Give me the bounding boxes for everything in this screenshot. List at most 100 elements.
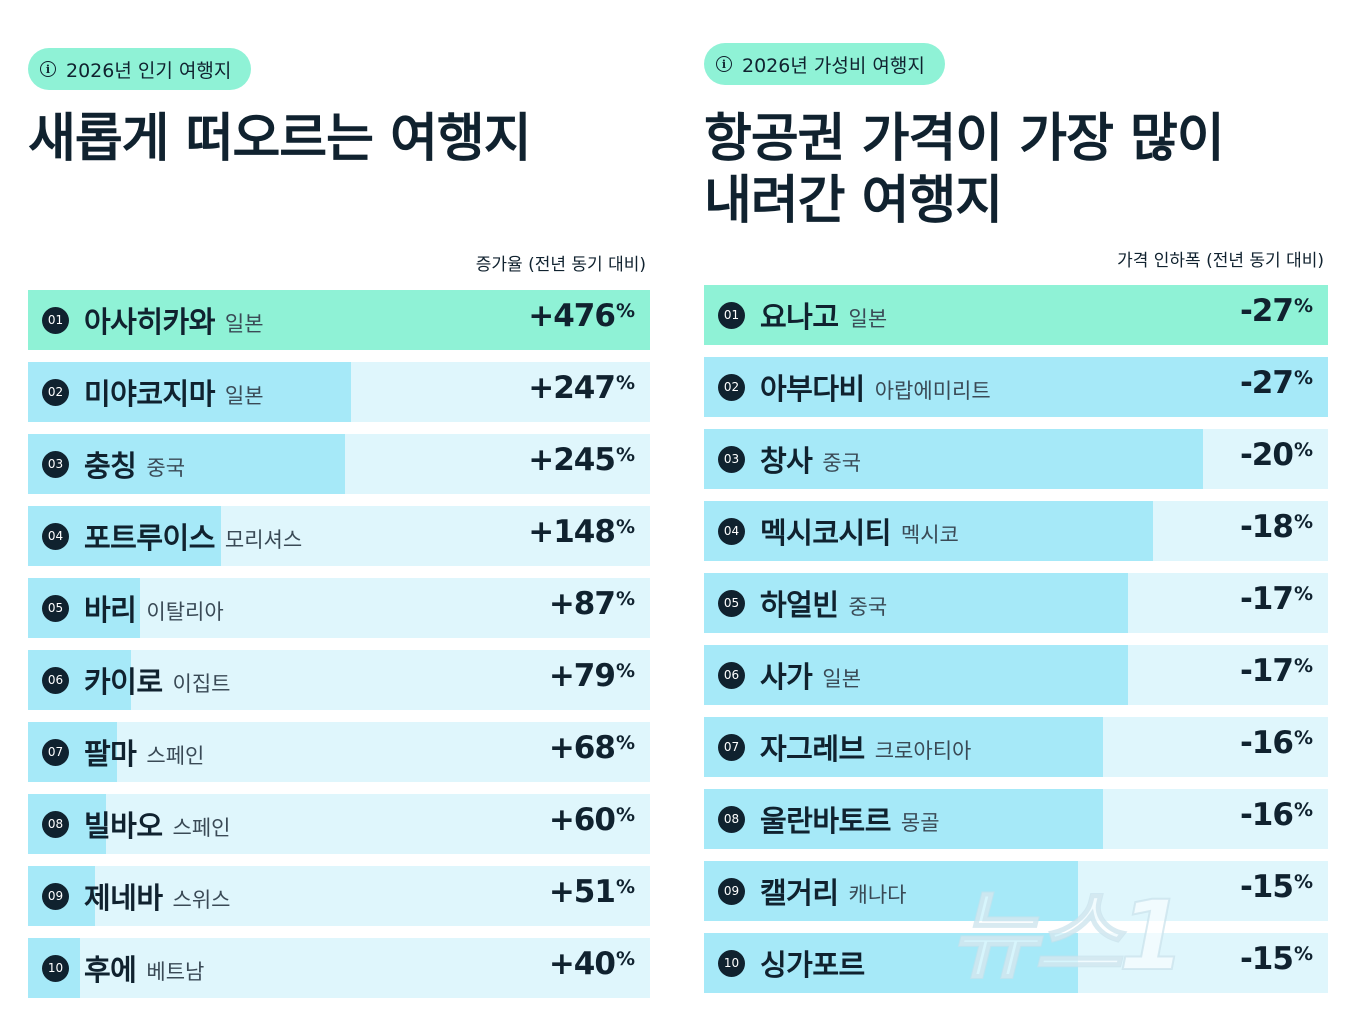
percent-unit: % — [615, 300, 635, 322]
rank-badge: 05 — [718, 589, 745, 617]
ranking-row: 01 요나고 일본 -27% — [704, 285, 1328, 345]
country-name: 모리셔스 — [224, 528, 303, 552]
rank-badge: 01 — [42, 306, 69, 334]
rank-badge: 04 — [42, 522, 69, 550]
destination-name: 바리 — [84, 593, 137, 627]
country-name: 중국 — [822, 451, 862, 475]
change-value: -18% — [1240, 509, 1313, 545]
value-number: +245 — [528, 442, 616, 478]
title-line-2: 내려간 여행지 — [704, 171, 1003, 231]
rank-badge: 02 — [42, 378, 69, 406]
ranking-row: 10 싱가포르 -15% — [704, 933, 1328, 993]
rank-badge: 07 — [42, 738, 69, 766]
change-value: +148% — [528, 514, 635, 550]
value-bar — [28, 290, 650, 350]
value-number: +79 — [548, 658, 616, 694]
destination-name: 충칭 — [84, 449, 137, 483]
change-value: -16% — [1239, 725, 1313, 761]
percent-unit: % — [1293, 943, 1313, 965]
ranking-row: 05 바리 이탈리아 +87% — [28, 578, 650, 638]
value-number: +68 — [548, 730, 616, 766]
value-bar — [704, 357, 1328, 417]
change-value: -17% — [1240, 581, 1313, 617]
ranking-row: 03 창사 중국 -20% — [704, 429, 1328, 489]
destination-name: 사가 — [760, 660, 813, 694]
country-name: 캐나다 — [848, 883, 907, 907]
category-badge: i 2026년 인기 여행지 — [28, 48, 252, 90]
destination-name: 후에 — [84, 953, 137, 987]
rank-badge: 02 — [718, 373, 745, 401]
change-value: +68% — [548, 730, 635, 766]
left-panel: i 2026년 인기 여행지 새롭게 떠오르는 여행지 증가율 (전년 동기 대… — [28, 0, 650, 1022]
rank-badge: 08 — [42, 810, 69, 838]
percent-unit: % — [615, 948, 635, 970]
value-number: +40 — [548, 946, 616, 982]
ranking-row: 09 제네바 스위스 +51% — [28, 866, 650, 926]
rank-badge: 10 — [718, 949, 745, 977]
value-bar — [704, 933, 1079, 993]
value-bar — [28, 362, 352, 422]
change-value: -15% — [1239, 869, 1313, 905]
destination-name: 포트루이스 — [84, 521, 215, 555]
ranking-row: 01 아사히카와 일본 +476% — [28, 290, 650, 350]
value-number: -15 — [1239, 941, 1294, 977]
percent-unit: % — [615, 588, 635, 610]
title-line-1: 항공권 가격이 가장 많이 — [704, 109, 1225, 169]
destination-name: 카이로 — [84, 665, 163, 699]
right-panel: i 2026년 가성비 여행지 항공권 가격이 가장 많이 내려간 여행지 가격… — [704, 0, 1328, 1022]
destination-name: 하얼빈 — [760, 588, 839, 622]
change-value: -20% — [1240, 437, 1313, 473]
country-name: 일본 — [848, 307, 888, 331]
value-bar — [704, 861, 1079, 921]
ranking-row: 09 캘거리 캐나다 -15% — [704, 861, 1328, 921]
percent-unit: % — [615, 372, 635, 394]
country-name: 스페인 — [172, 816, 231, 840]
ranking-row: 08 빌바오 스페인 +60% — [28, 794, 650, 854]
ranking-row: 07 팔마 스페인 +68% — [28, 722, 650, 782]
percent-unit: % — [1293, 727, 1313, 749]
value-bar — [704, 645, 1129, 705]
change-value: -15% — [1239, 941, 1313, 977]
country-name: 이집트 — [172, 672, 231, 696]
ranking-row: 07 자그레브 크로아티아 -16% — [704, 717, 1328, 777]
value-number: -16 — [1239, 797, 1294, 833]
change-value: -27% — [1239, 293, 1313, 329]
value-bar — [704, 429, 1204, 489]
ranking-row: 02 미야코지마 일본 +247% — [28, 362, 650, 422]
rank-badge: 10 — [42, 954, 69, 982]
destination-name: 제네바 — [84, 881, 163, 915]
category-badge: i 2026년 가성비 여행지 — [704, 43, 945, 85]
destination-name: 빌바오 — [84, 809, 163, 843]
change-value: +245% — [528, 442, 635, 478]
info-icon: i — [716, 56, 732, 72]
value-bar — [704, 285, 1328, 345]
percent-unit: % — [615, 732, 635, 754]
ranking-row: 06 사가 일본 -17% — [704, 645, 1328, 705]
country-name: 중국 — [146, 456, 186, 480]
change-value: +79% — [548, 658, 635, 694]
change-value: +60% — [549, 802, 635, 838]
value-number: -16 — [1239, 725, 1294, 761]
value-number: +87 — [548, 586, 616, 622]
value-number: -17 — [1239, 653, 1294, 689]
ranking-row: 05 하얼빈 중국 -17% — [704, 573, 1328, 633]
percent-unit: % — [1293, 871, 1313, 893]
rank-badge: 01 — [718, 301, 745, 329]
percent-unit: % — [615, 804, 635, 826]
destination-name: 미야코지마 — [84, 377, 215, 411]
destination-name: 싱가포르 — [760, 948, 865, 982]
ranking-list: 01 아사히카와 일본 +476% 02 미야코지마 일본 +247% 03 충칭 중국 +245% 0… — [28, 290, 650, 1010]
value-number: -27 — [1239, 365, 1294, 401]
country-name: 크로아티아 — [874, 739, 972, 763]
country-name: 베트남 — [146, 960, 205, 984]
value-number: -27 — [1239, 293, 1294, 329]
value-number: +51 — [548, 874, 616, 910]
percent-unit: % — [1293, 367, 1313, 389]
percent-unit: % — [1293, 511, 1313, 533]
destination-name: 아사히카와 — [84, 305, 215, 339]
rank-badge: 06 — [42, 666, 69, 694]
destination-name: 울란바토르 — [760, 804, 891, 838]
rank-badge: 09 — [42, 882, 69, 910]
value-number: -15 — [1239, 869, 1294, 905]
panel-title: 새롭게 떠오르는 여행지 — [28, 109, 532, 169]
